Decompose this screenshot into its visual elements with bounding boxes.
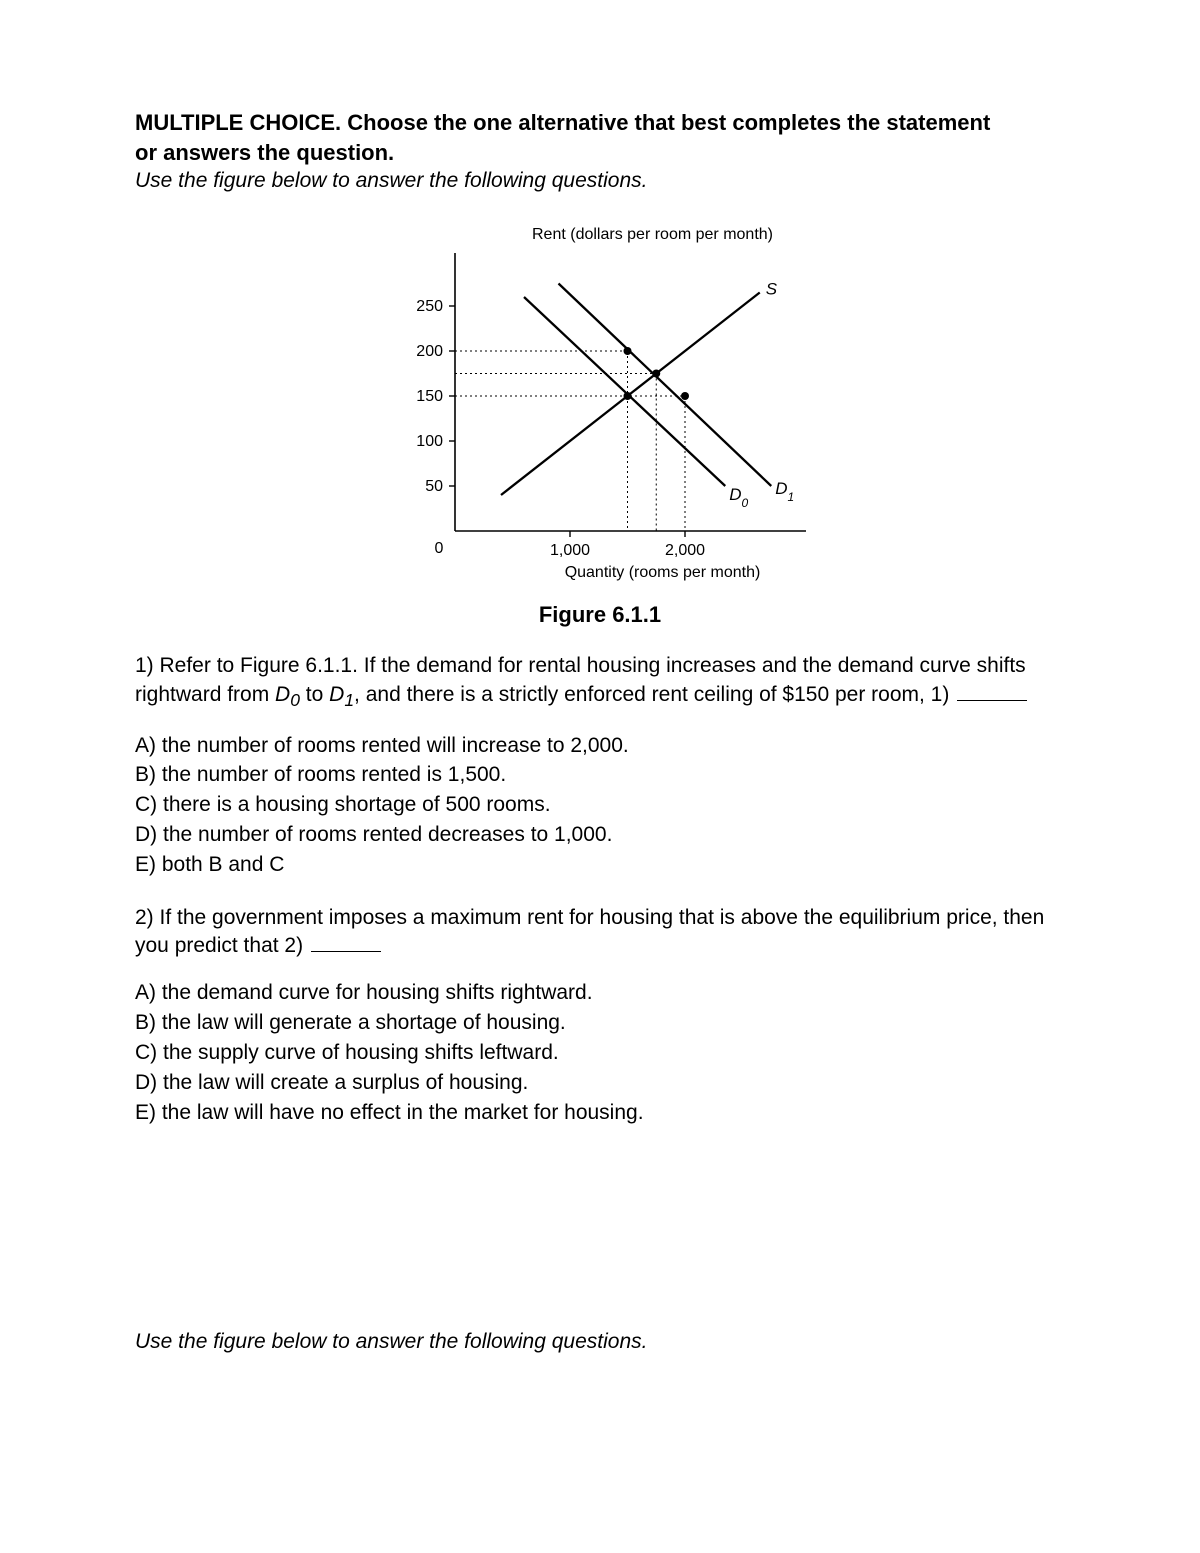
q2-option-e: E) the law will have no effect in the ma… xyxy=(135,1098,1065,1128)
q1-mid: to xyxy=(300,683,329,706)
figure-caption: Figure 6.1.1 xyxy=(135,602,1065,628)
svg-text:200: 200 xyxy=(416,343,443,360)
q2-option-d: D) the law will create a surplus of hous… xyxy=(135,1068,1065,1098)
q2-option-c: C) the supply curve of housing shifts le… xyxy=(135,1038,1065,1068)
q1-d0: D0 xyxy=(275,683,300,706)
svg-text:S: S xyxy=(766,280,778,299)
q1-option-a: A) the number of rooms rented will incre… xyxy=(135,731,1065,761)
svg-text:D0: D0 xyxy=(729,485,748,510)
svg-text:50: 50 xyxy=(425,478,443,495)
header-line1: MULTIPLE CHOICE. Choose the one alternat… xyxy=(135,110,990,135)
footer-instruction: Use the figure below to answer the follo… xyxy=(135,1330,647,1354)
q1-part-b: , and there is a strictly enforced rent … xyxy=(354,683,949,706)
q2-text: 2) If the government imposes a maximum r… xyxy=(135,906,1044,957)
svg-text:D1: D1 xyxy=(775,479,794,504)
svg-text:2,000: 2,000 xyxy=(665,542,705,559)
question-1: 1) Refer to Figure 6.1.1. If the demand … xyxy=(135,652,1065,712)
header-line2: or answers the question. xyxy=(135,140,394,165)
q2-blank xyxy=(311,951,381,952)
svg-text:100: 100 xyxy=(416,433,443,450)
q2-options: A) the demand curve for housing shifts r… xyxy=(135,978,1065,1127)
svg-text:Quantity (rooms per month): Quantity (rooms per month) xyxy=(565,564,761,581)
svg-text:250: 250 xyxy=(416,298,443,315)
q2-option-a: A) the demand curve for housing shifts r… xyxy=(135,978,1065,1008)
q1-d1: D1 xyxy=(329,683,354,706)
section-header: MULTIPLE CHOICE. Choose the one alternat… xyxy=(135,108,1065,167)
svg-text:Rent (dollars per room per mon: Rent (dollars per room per month) xyxy=(532,226,773,243)
supply-demand-chart: Rent (dollars per room per month) 250 200 1… xyxy=(370,221,830,591)
svg-text:1,000: 1,000 xyxy=(550,542,590,559)
q1-option-b: B) the number of rooms rented is 1,500. xyxy=(135,760,1065,790)
q1-option-d: D) the number of rooms rented decreases … xyxy=(135,820,1065,850)
figure-instruction: Use the figure below to answer the follo… xyxy=(135,169,1065,193)
figure-container: Rent (dollars per room per month) 250 200 1… xyxy=(135,221,1065,628)
q1-option-c: C) there is a housing shortage of 500 ro… xyxy=(135,790,1065,820)
svg-text:0: 0 xyxy=(435,540,444,557)
q1-options: A) the number of rooms rented will incre… xyxy=(135,731,1065,880)
question-2: 2) If the government imposes a maximum r… xyxy=(135,904,1065,961)
q1-option-e: E) both B and C xyxy=(135,850,1065,880)
q2-option-b: B) the law will generate a shortage of h… xyxy=(135,1008,1065,1038)
svg-text:150: 150 xyxy=(416,388,443,405)
q1-blank xyxy=(957,700,1027,701)
page: MULTIPLE CHOICE. Choose the one alternat… xyxy=(0,0,1200,1553)
